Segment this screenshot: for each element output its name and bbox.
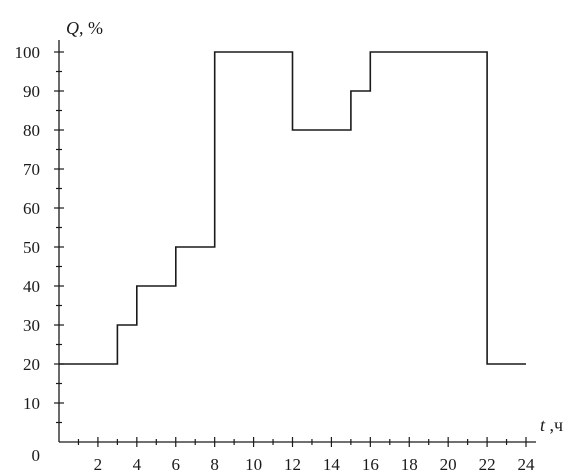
y-tick-label: 70 bbox=[23, 160, 40, 179]
y-tick-label: 90 bbox=[23, 82, 40, 101]
y-tick-label: 20 bbox=[23, 355, 40, 374]
y-axis-title: Q, % bbox=[66, 18, 103, 38]
axis-titles: Q, % t ,ч 0 bbox=[32, 18, 564, 465]
series-group bbox=[59, 51, 526, 365]
x-tick-label: 12 bbox=[284, 455, 301, 474]
x-tick-label: 10 bbox=[245, 455, 262, 474]
y-tick-label: 40 bbox=[23, 277, 40, 296]
origin-label: 0 bbox=[32, 446, 41, 465]
x-axis-unit: ,ч bbox=[545, 415, 563, 435]
x-tick-label: 2 bbox=[94, 455, 103, 474]
y-tick-label: 60 bbox=[23, 199, 40, 218]
y-tick-label: 80 bbox=[23, 121, 40, 140]
y-axis-unit: , % bbox=[79, 18, 103, 38]
x-tick-label: 14 bbox=[323, 455, 341, 474]
x-tick-label: 4 bbox=[133, 455, 142, 474]
y-tick-label: 50 bbox=[23, 238, 40, 257]
y-tick-label: 100 bbox=[15, 43, 41, 62]
x-tick-label: 22 bbox=[479, 455, 496, 474]
y-tick-label: 10 bbox=[23, 394, 40, 413]
series-line bbox=[59, 51, 526, 365]
y-axis-var: Q bbox=[66, 18, 79, 38]
y-tick-label: 30 bbox=[23, 316, 40, 335]
x-tick-label: 16 bbox=[362, 455, 379, 474]
x-tick-label: 8 bbox=[210, 455, 219, 474]
x-axis-title: t ,ч bbox=[540, 415, 563, 435]
tick-labels: 2 4 6 8 10 12 14 16 18 20 22 2410203040506070809010… bbox=[15, 43, 536, 474]
x-tick-label: 18 bbox=[401, 455, 418, 474]
axes bbox=[58, 40, 536, 443]
x-tick-label: 24 bbox=[518, 455, 536, 474]
x-tick-label: 6 bbox=[172, 455, 181, 474]
ticks bbox=[54, 51, 527, 447]
x-axis-var: t bbox=[540, 415, 546, 435]
x-tick-label: 20 bbox=[440, 455, 457, 474]
